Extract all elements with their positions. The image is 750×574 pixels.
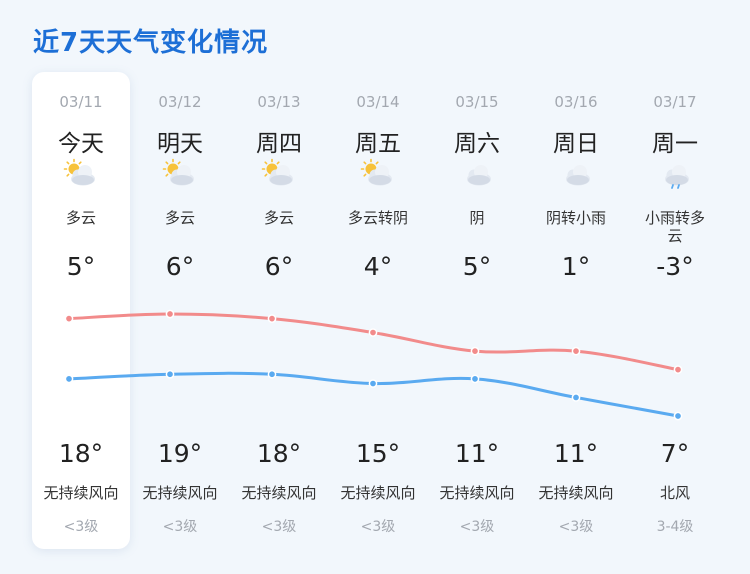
forecast-weekday: 周日 bbox=[553, 131, 599, 157]
forecast-wind-level: <3级 bbox=[459, 519, 495, 535]
forecast-low-temp: 4° bbox=[363, 252, 393, 281]
forecast-low-temp: 5° bbox=[66, 252, 96, 281]
forecast-weekday: 今天 bbox=[58, 131, 104, 157]
forecast-day-2[interactable]: 03/12 明天多云 6° 19° 无持续风向 <3级 bbox=[131, 72, 229, 549]
forecast-day-5[interactable]: 03/15 周六阴 5° 11° 无持续风向 <3级 bbox=[428, 72, 526, 549]
forecast-condition: 阴转小雨 bbox=[545, 209, 606, 227]
forecast-wind-level: 3-4级 bbox=[656, 519, 694, 535]
forecast-low-temp: 6° bbox=[165, 252, 195, 281]
forecast-low-temp: 1° bbox=[561, 252, 591, 281]
forecast-wind-direction: 无持续风向 bbox=[241, 484, 317, 502]
forecast-high-temp: 15° bbox=[355, 439, 401, 468]
forecast-high-temp: 18° bbox=[58, 439, 104, 468]
forecast-wind-level: <3级 bbox=[261, 519, 297, 535]
forecast-wind-direction: 无持续风向 bbox=[439, 484, 515, 502]
forecast-high-temp: 11° bbox=[454, 439, 500, 468]
forecast-low-temp: -3° bbox=[656, 252, 694, 281]
forecast-date: 03/14 bbox=[356, 93, 400, 111]
forecast-wind-direction: 无持续风向 bbox=[43, 484, 119, 502]
forecast-day-1[interactable]: 03/11 今天多云 5° 18° 无持续风向 <3级 bbox=[32, 72, 130, 549]
forecast-date: 03/12 bbox=[158, 93, 202, 111]
forecast-date: 03/16 bbox=[554, 93, 598, 111]
forecast-high-temp: 7° bbox=[660, 439, 690, 468]
forecast-date: 03/17 bbox=[653, 93, 697, 111]
forecast-weekday: 周五 bbox=[355, 131, 401, 157]
forecast-weekday: 周六 bbox=[454, 131, 500, 157]
forecast-day-6[interactable]: 03/16 周日阴转小雨 1° 11° 无持续风向 <3级 bbox=[527, 72, 625, 549]
page-title: 近7天天气变化情况 bbox=[33, 28, 269, 58]
forecast-wind-level: <3级 bbox=[360, 519, 396, 535]
forecast-wind-level: <3级 bbox=[162, 519, 198, 535]
forecast-weekday: 明天 bbox=[157, 131, 203, 157]
forecast-high-temp: 11° bbox=[553, 439, 599, 468]
forecast-high-temp: 19° bbox=[157, 439, 203, 468]
forecast-low-temp: 5° bbox=[462, 252, 492, 281]
forecast-date: 03/15 bbox=[455, 93, 499, 111]
forecast-date: 03/13 bbox=[257, 93, 301, 111]
forecast-wind-direction: 无持续风向 bbox=[340, 484, 416, 502]
overcast-icon bbox=[459, 158, 495, 188]
partly-cloudy-icon bbox=[63, 158, 99, 188]
forecast-condition: 多云 bbox=[65, 209, 96, 227]
forecast-date: 03/11 bbox=[59, 93, 103, 111]
today-highlight-card bbox=[32, 72, 130, 549]
forecast-condition: 多云 bbox=[263, 209, 294, 227]
partly-cloudy-icon bbox=[261, 158, 297, 188]
forecast-low-temp: 6° bbox=[264, 252, 294, 281]
forecast-weekday: 周四 bbox=[256, 131, 302, 157]
forecast-condition: 阴 bbox=[469, 209, 485, 227]
forecast-wind-level: <3级 bbox=[558, 519, 594, 535]
partly-cloudy-icon bbox=[360, 158, 396, 188]
light-rain-icon bbox=[657, 158, 693, 189]
overcast-icon bbox=[558, 158, 594, 188]
forecast-day-3[interactable]: 03/13 周四多云 6° 18° 无持续风向 <3级 bbox=[230, 72, 328, 549]
forecast-condition: 多云 bbox=[164, 209, 195, 227]
forecast-wind-level: <3级 bbox=[63, 519, 99, 535]
forecast-high-temp: 18° bbox=[256, 439, 302, 468]
forecast-condition: 多云转阴 bbox=[347, 209, 408, 227]
forecast-wind-direction: 无持续风向 bbox=[142, 484, 218, 502]
forecast-wind-direction: 无持续风向 bbox=[538, 484, 614, 502]
forecast-weekday: 周一 bbox=[652, 131, 698, 157]
forecast-day-7[interactable]: 03/17 周一小雨转多云 -3° 7° 北风 3-4级 bbox=[626, 72, 724, 549]
partly-cloudy-icon bbox=[162, 158, 198, 188]
forecast-condition: 小雨转多云 bbox=[644, 209, 705, 245]
forecast-day-4[interactable]: 03/14 周五多云转阴 4° 15° 无持续风向 <3级 bbox=[329, 72, 427, 549]
forecast-wind-direction: 北风 bbox=[659, 484, 690, 502]
